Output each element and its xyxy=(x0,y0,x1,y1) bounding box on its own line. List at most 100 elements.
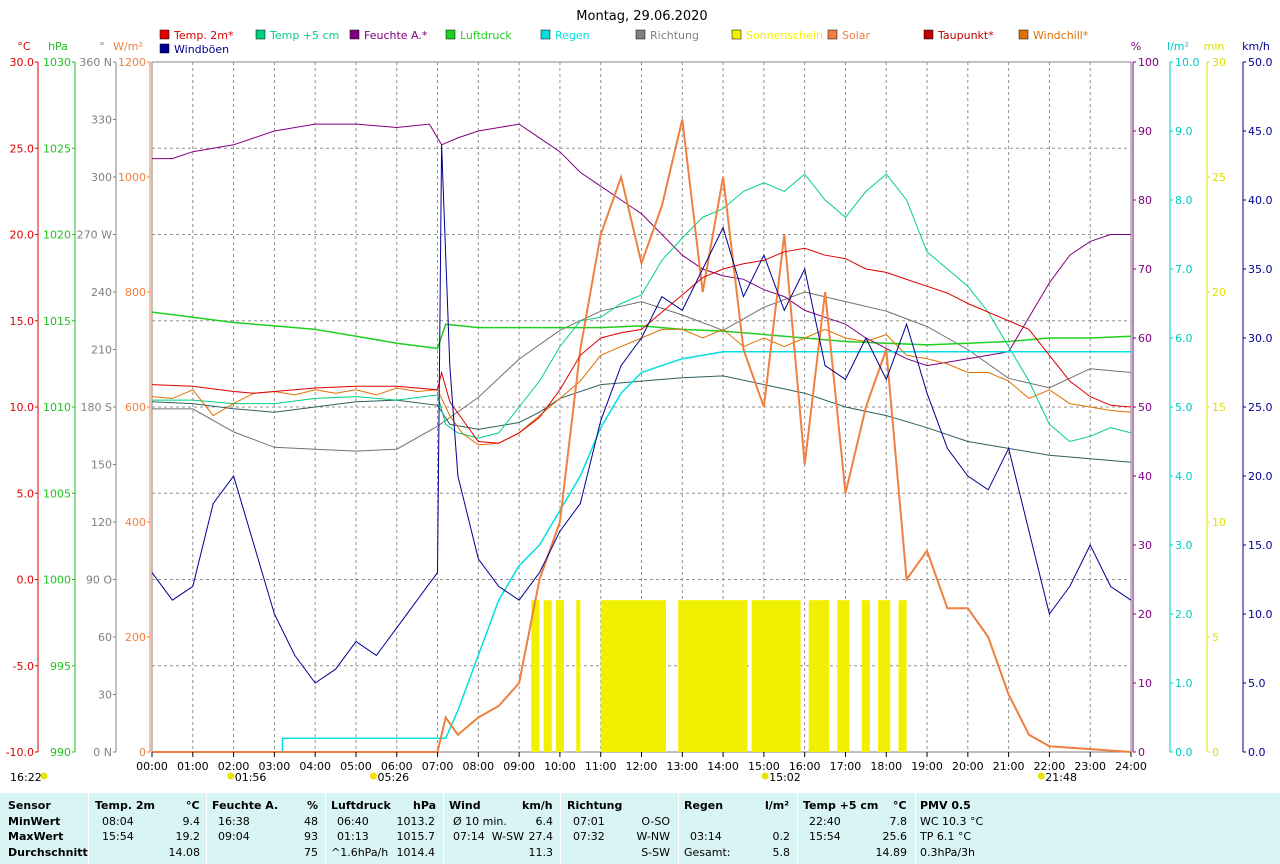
temp-tick-label: 20.0 xyxy=(10,229,35,242)
direction-tick-label: 30 xyxy=(98,689,112,702)
rain-tick-label: 10.0 xyxy=(1175,56,1200,69)
x-tick-label: 01:00 xyxy=(177,760,209,773)
sunshine-bands xyxy=(531,600,907,752)
temp2m-series xyxy=(151,247,1132,444)
time-marker-label: 05:26 xyxy=(377,771,409,784)
pressure-tick-label: 995 xyxy=(50,660,71,673)
legend-label: Windböen xyxy=(174,43,229,56)
humidity-tick-label: 10 xyxy=(1138,677,1152,690)
legend-label: Windchill* xyxy=(1033,29,1089,42)
stats-t5-val: 14.89 xyxy=(875,846,908,859)
dewpoint-series xyxy=(151,375,1132,463)
time-marker-label: 21:48 xyxy=(1045,771,1077,784)
stats-row-label: MaxWert xyxy=(8,830,64,843)
solar-tick-label: 1200 xyxy=(118,56,146,69)
legend-swatch xyxy=(445,29,456,40)
legend-swatch xyxy=(159,29,170,40)
stats-wind-label: 07:14 W-SW xyxy=(453,830,524,843)
stats-pres-time: 01:13 xyxy=(337,830,369,843)
chart-title: Montag, 29.06.2020 xyxy=(576,9,707,24)
sunshine-band xyxy=(898,600,907,752)
legend-swatch xyxy=(635,29,646,40)
time-markers: 01:56 05:26 15:02 21:48 16:22 xyxy=(10,771,1077,784)
weather-chart: Montag, 29.06.2020 Temp. 2m* Temp +5 cm Fe… xyxy=(6,9,1273,784)
legend-swatch xyxy=(827,29,838,40)
stats-pmv-val: WC 10.3 °C xyxy=(920,815,984,828)
x-tick-label: 00:00 xyxy=(136,760,168,773)
stats-header-temp: Temp. 2m xyxy=(95,799,155,812)
rain-tick-label: 9.0 xyxy=(1175,125,1193,138)
pressure-series xyxy=(151,311,1132,350)
stats-rain-val: 5.8 xyxy=(772,846,791,859)
solar-tick-label: 0 xyxy=(139,746,146,759)
stats-header-humidity: Feuchte A. xyxy=(212,799,279,812)
stats-wind-val: 27.4 xyxy=(528,830,554,843)
direction-series xyxy=(152,291,1132,452)
x-tick-label: 21:00 xyxy=(993,760,1025,773)
humidity-tick-label: 60 xyxy=(1138,332,1152,345)
sunshine-band xyxy=(531,600,540,752)
stats-hum-val: 75 xyxy=(304,846,318,859)
x-tick-label: 10:00 xyxy=(544,760,576,773)
time-marker-label: 16:22 xyxy=(10,771,42,784)
humidity-tick-label: 100 xyxy=(1138,56,1159,69)
sunshine-tick-label: 25 xyxy=(1212,171,1226,184)
sunshine-tick-label: 0 xyxy=(1212,746,1219,759)
stats-temp-time: 15:54 xyxy=(102,830,134,843)
pressure-tick-label: 1010 xyxy=(43,401,71,414)
humidity-tick-label: 50 xyxy=(1138,401,1152,414)
sun-marker xyxy=(369,772,377,780)
temp-tick-label: 30.0 xyxy=(10,56,35,69)
pressure-tick-label: 1020 xyxy=(43,229,71,242)
stats-header-wind: Wind xyxy=(449,799,481,812)
temp-tick-label: 0.0 xyxy=(17,574,35,587)
wind-tick-label: 5.0 xyxy=(1248,677,1266,690)
stats-dir-val: S-SW xyxy=(641,846,670,859)
direction-tick-label: 60 xyxy=(98,631,112,644)
stats-header-pressure: Luftdruck xyxy=(331,799,391,812)
direction-tick-label: 300 xyxy=(91,171,112,184)
humidity-tick-label: 90 xyxy=(1138,125,1152,138)
legend-label: Luftdruck xyxy=(460,29,512,42)
x-tick-label: 16:00 xyxy=(789,760,821,773)
stats-rain-time: Gesamt: xyxy=(684,846,731,859)
stats-header-direction: Richtung xyxy=(567,799,623,812)
sunshine-axis-unit: min xyxy=(1204,40,1225,53)
x-tick-label: 15:00 xyxy=(748,760,780,773)
pressure-tick-label: 1005 xyxy=(43,487,71,500)
x-tick-label: 20:00 xyxy=(952,760,984,773)
chart-series xyxy=(151,119,1132,753)
legend-label: Taupunkt* xyxy=(937,29,994,42)
stats-t5-val: 25.6 xyxy=(882,830,908,843)
direction-tick-label: 180 S xyxy=(81,401,112,414)
stats-hum-time: 16:38 xyxy=(218,815,250,828)
x-tick-label: 14:00 xyxy=(707,760,739,773)
temp-tick-label: -5.0 xyxy=(13,660,34,673)
sun-marker xyxy=(761,772,769,780)
rain-tick-label: 2.0 xyxy=(1175,608,1193,621)
stats-dir-val: O-SO xyxy=(641,815,670,828)
temp-axis-unit: °C xyxy=(17,40,31,53)
pressure-tick-label: 1030 xyxy=(43,56,71,69)
pressure-tick-label: 990 xyxy=(50,746,71,759)
stats-header-rain: Regen xyxy=(684,799,724,812)
x-tick-label: 08:00 xyxy=(462,760,494,773)
sunshine-band xyxy=(751,600,801,752)
stats-pres-time: ^1.6hPa/h xyxy=(331,846,389,859)
stats-row-label: MinWert xyxy=(8,815,61,828)
sunshine-band xyxy=(878,600,891,752)
stats-hum-val: 93 xyxy=(304,830,318,843)
x-tick-label: 06:00 xyxy=(381,760,413,773)
sunshine-band xyxy=(576,600,581,752)
stats-temp-val: 9.4 xyxy=(182,815,201,828)
sunshine-band xyxy=(808,600,830,752)
direction-tick-label: 270 W xyxy=(77,229,112,242)
direction-tick-label: 330 xyxy=(91,114,112,127)
temp-tick-label: -10.0 xyxy=(6,746,34,759)
stats-header-sensor: Sensor xyxy=(8,799,51,812)
stats-header-temp-unit: °C xyxy=(186,799,200,812)
stats-temp-time: 08:04 xyxy=(102,815,134,828)
x-tick-label: 23:00 xyxy=(1074,760,1106,773)
x-tick-label: 02:00 xyxy=(218,760,250,773)
chart-legend: Temp. 2m* Temp +5 cm Feuchte A.* Luftdruck R… xyxy=(159,29,1089,56)
